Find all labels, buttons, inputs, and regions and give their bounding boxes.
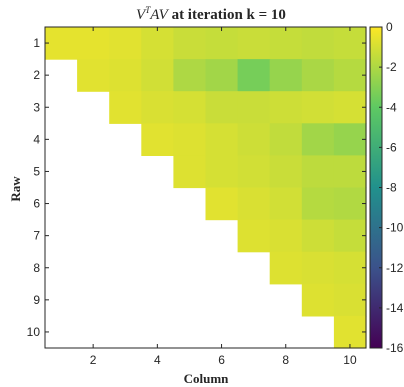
heatmap-cell-r1-c2 xyxy=(77,27,110,60)
x-tick-label: 8 xyxy=(282,353,289,367)
heatmap-cell-r3-c3 xyxy=(109,91,142,124)
heatmap-cell-r1-c9 xyxy=(301,27,335,60)
chart-title: VTAV at iteration k = 10 xyxy=(136,5,286,23)
y-axis-label: Raw xyxy=(8,176,23,202)
heatmap-cells xyxy=(45,27,367,349)
heatmap-cell-r2-c2 xyxy=(77,59,110,92)
colorbar-tick-label: -4 xyxy=(386,100,397,114)
colorbar-tick-label: -6 xyxy=(386,140,397,154)
heatmap-cell-r4-c8 xyxy=(269,123,303,156)
heatmap-cell-r5-c10 xyxy=(333,155,367,189)
y-tick-label: 3 xyxy=(33,100,40,114)
heatmap-cell-r1-c8 xyxy=(269,27,303,60)
heatmap-cell-r6-c8 xyxy=(269,187,303,221)
colorbar-ticks: 0 -2 -4 -6 -8 -10 -12 -14 -16 xyxy=(379,20,404,355)
title-av: AV xyxy=(149,7,169,23)
colorbar-tick-label: -8 xyxy=(386,181,397,195)
x-axis-label: Column xyxy=(184,371,230,386)
heatmap-cell-r1-c4 xyxy=(141,27,174,60)
plot-frame xyxy=(44,26,367,349)
x-tick-label: 4 xyxy=(154,353,161,367)
heatmap-cell-r5-c8 xyxy=(269,155,303,189)
heatmap-cell-r7-c9 xyxy=(301,219,335,253)
heatmap-cell-r3-c4 xyxy=(141,91,174,124)
heatmap-cell-r1-c7 xyxy=(237,27,271,60)
y-tick-label: 2 xyxy=(33,68,40,82)
heatmap-cell-r2-c4 xyxy=(141,59,174,92)
heatmap-cell-r6-c7 xyxy=(237,187,271,221)
heatmap-cell-r9-c10 xyxy=(333,283,367,317)
heatmap-cell-r1-c3 xyxy=(109,27,142,60)
heatmap-cell-r2-c10 xyxy=(333,59,367,92)
heatmap-cell-r4-c6 xyxy=(205,123,239,156)
heatmap-cell-r4-c7 xyxy=(237,123,271,156)
y-axis-ticks: 1 2 3 4 5 6 7 8 9 10 xyxy=(27,36,366,339)
heatmap-cell-r2-c3 xyxy=(109,59,142,92)
heatmap-cell-r3-c7 xyxy=(237,91,271,124)
heatmap-cell-r6-c9 xyxy=(301,187,335,221)
y-tick-label: 9 xyxy=(33,293,40,307)
title-superscript: T xyxy=(145,5,151,15)
heatmap-cell-r3-c6 xyxy=(205,91,239,124)
heatmap-cell-r2-c6 xyxy=(205,59,239,92)
heatmap-cell-r4-c9 xyxy=(301,123,335,156)
heatmap-cell-r7-c8 xyxy=(269,219,303,253)
colorbar-tick-label: -12 xyxy=(386,261,404,275)
x-axis-ticks: 2 4 6 8 10 xyxy=(90,27,357,367)
heatmap-cell-r5-c5 xyxy=(173,155,207,189)
heatmap-cell-r2-c5 xyxy=(173,59,207,92)
y-tick-label: 1 xyxy=(33,36,40,50)
heatmap-cell-r8-c10 xyxy=(333,251,367,285)
heatmap-cell-r10-c10 xyxy=(333,315,367,349)
heatmap-cell-r8-c9 xyxy=(301,251,335,285)
heatmap-cell-r2-c7 xyxy=(237,59,271,92)
heatmap-cell-r8-c8 xyxy=(269,251,303,285)
x-tick-label: 10 xyxy=(343,353,357,367)
colorbar-tick-label: -14 xyxy=(386,301,404,315)
heatmap-cell-r2-c9 xyxy=(301,59,335,92)
heatmap-cell-r6-c10 xyxy=(333,187,367,221)
y-tick-label: 8 xyxy=(33,261,40,275)
y-tick-label: 10 xyxy=(27,325,41,339)
heatmap-cell-r9-c9 xyxy=(301,283,335,317)
heatmap-cell-r5-c9 xyxy=(301,155,335,189)
heatmap-cell-r1-c5 xyxy=(173,27,207,60)
x-tick-label: 6 xyxy=(218,353,225,367)
heatmap-cell-r5-c6 xyxy=(205,155,239,189)
y-tick-label: 5 xyxy=(33,164,40,178)
heatmap-cell-r1-c6 xyxy=(205,27,239,60)
heatmap-cell-r7-c7 xyxy=(237,219,271,253)
heatmap-cell-r4-c10 xyxy=(333,123,367,156)
colorbar-tick-label: -2 xyxy=(386,60,397,74)
title-text: at iteration k = 10 xyxy=(168,7,286,23)
heatmap-cell-r3-c5 xyxy=(173,91,207,124)
x-tick-label: 2 xyxy=(90,353,97,367)
colorbar-tick-label: 0 xyxy=(386,20,393,34)
y-tick-label: 6 xyxy=(33,197,40,211)
heatmap-cell-r1-c10 xyxy=(333,27,367,60)
colorbar-tick-label: -16 xyxy=(386,341,404,355)
title-v: V xyxy=(136,7,147,23)
y-tick-label: 4 xyxy=(33,132,40,146)
colorbar-tick-label: -10 xyxy=(386,221,404,235)
heatmap-cell-r1-c1 xyxy=(45,27,78,60)
heatmap-cell-r4-c5 xyxy=(173,123,207,156)
heatmap-cell-r2-c8 xyxy=(269,59,303,92)
heatmap-cell-r4-c4 xyxy=(141,123,174,156)
heatmap-cell-r7-c10 xyxy=(333,219,367,253)
y-tick-label: 7 xyxy=(33,229,40,243)
heatmap-cell-r3-c9 xyxy=(301,91,335,124)
heatmap-cell-r3-c8 xyxy=(269,91,303,124)
heatmap-cell-r3-c10 xyxy=(333,91,367,124)
heatmap-cell-r5-c7 xyxy=(237,155,271,189)
heatmap-cell-r6-c6 xyxy=(205,187,239,221)
